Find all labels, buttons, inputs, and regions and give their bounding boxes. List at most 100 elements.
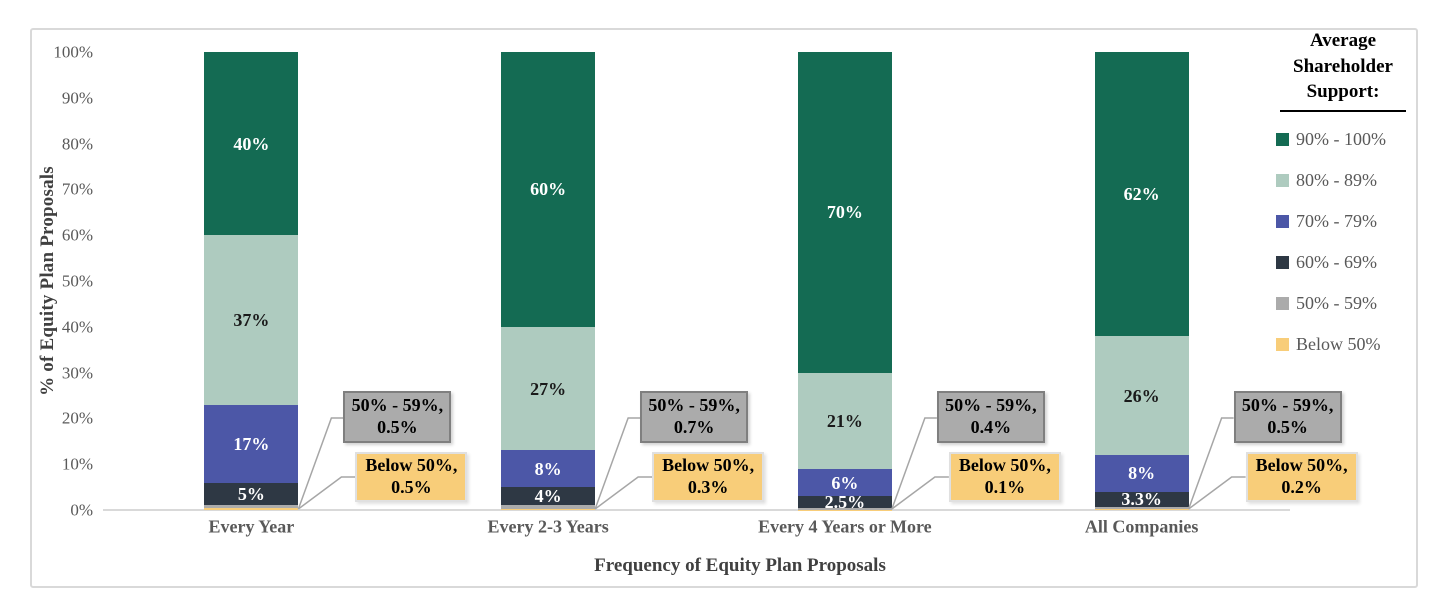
callout-50-59: 50% - 59%, 0.5% (343, 391, 452, 443)
bar-segment-value-label: 4% (534, 486, 562, 507)
y-tick-label: 100% (53, 42, 93, 62)
bar-segment-50-59 (204, 505, 299, 508)
callout-below-50: Below 50%, 0.1% (948, 452, 1061, 502)
bar-segment-80-89 (797, 372, 892, 469)
bar-segment-value-label: 3.3% (1121, 489, 1162, 510)
callout-value-text: 0.1% (984, 477, 1026, 497)
legend-swatch-icon (1276, 337, 1289, 351)
legend-entry-label: 50% - 59% (1296, 292, 1377, 313)
bar-segment-value-label: 27% (530, 378, 567, 399)
bar-segment-80-89 (501, 326, 596, 451)
legend-entry-label: 80% - 89% (1296, 169, 1377, 190)
callout-below-50: Below 50%, 0.5% (355, 452, 468, 502)
bar-segment-below-50 (501, 508, 596, 510)
legend-swatch-icon (1276, 132, 1289, 146)
y-tick-label: 70% (61, 179, 93, 199)
bar-segment-70-79 (204, 404, 299, 483)
bar-segment-value-label: 62% (1123, 183, 1160, 204)
bar-segment-value-label: 40% (233, 133, 270, 154)
bar-segment-below-50 (204, 507, 299, 510)
bar-segment-70-79 (501, 450, 596, 488)
callout-50-59: 50% - 59%, 0.7% (640, 391, 749, 443)
callout-range-text: 50% - 59%, (945, 395, 1037, 416)
bar-segment-60-69 (797, 496, 892, 508)
bar-segment-value-label: 21% (826, 410, 863, 431)
callout-range-text: 50% - 59%, (351, 395, 444, 416)
bar-segment-90-100 (204, 52, 299, 236)
bar-segment-value-label: 8% (1128, 463, 1156, 484)
legend-entry-90-100: 90% - 100% (1276, 119, 1410, 160)
bar-segment-50-59 (797, 507, 892, 510)
legend-entry-label: 60% - 69% (1296, 251, 1377, 272)
bar-segment-value-label: 17% (233, 433, 270, 454)
callout-value-text: 0.7% (673, 417, 715, 437)
y-tick-label: 30% (61, 363, 93, 383)
bar-segment-50-59 (501, 505, 596, 509)
y-tick-label: 20% (61, 408, 93, 428)
callout-value-text: 0.2% (1281, 477, 1322, 497)
bar-segment-90-100 (501, 52, 596, 327)
legend-entry-label: Below 50% (1296, 333, 1381, 354)
bar-segment-value-label: 70% (826, 202, 863, 223)
y-tick-label: 90% (61, 88, 93, 108)
legend-title: Average Shareholder Support: (1293, 30, 1393, 103)
callout-range-text: Below 50%, (365, 455, 458, 476)
bar-segment-value-label: 6% (831, 472, 859, 493)
y-tick-label: 50% (61, 271, 93, 291)
x-axis-title: Frequency of Equity Plan Proposals (594, 555, 886, 576)
category-label: Every Year (208, 516, 295, 537)
callout-range-text: Below 50%, (958, 455, 1051, 476)
bar-segment-50-59 (1094, 506, 1189, 510)
bar-segment-value-label: 5% (237, 483, 265, 504)
bar-segment-value-label: 60% (530, 179, 567, 200)
category-label: Every 2-3 Years (487, 516, 609, 537)
bar-segment-60-69 (501, 487, 596, 506)
bar-segment-70-79 (1094, 455, 1189, 492)
bar-segment-below-50 (1094, 509, 1189, 510)
bar-segment-90-100 (797, 52, 892, 373)
y-tick-label: 0% (70, 500, 93, 520)
legend: Average Shareholder Support: 90% - 100% 8… (1276, 28, 1410, 365)
bar-segment-60-69 (204, 482, 299, 506)
callout-value-text: 0.5% (377, 417, 418, 437)
callout-range-text: 50% - 59%, (1241, 395, 1334, 416)
legend-entry-label: 90% - 100% (1296, 128, 1386, 149)
y-tick-label: 60% (61, 225, 93, 245)
callout-range-text: Below 50%, (662, 455, 755, 476)
legend-entry-below-50: Below 50% (1276, 324, 1410, 365)
bar-segment-value-label: 37% (233, 309, 270, 330)
callout-range-text: 50% - 59%, (648, 395, 740, 416)
legend-entry-60-69: 60% - 69% (1276, 242, 1410, 283)
y-tick-label: 40% (61, 317, 93, 337)
legend-swatch-icon (1276, 214, 1289, 228)
bar-segment-value-label: 8% (534, 458, 562, 479)
bar-segment-value-label: 26% (1123, 385, 1160, 406)
legend-entry-70-79: 70% - 79% (1276, 201, 1410, 242)
callout-range-text: Below 50%, (1255, 455, 1348, 476)
category-label: All Companies (1084, 516, 1199, 537)
callout-value-text: 0.4% (970, 417, 1012, 437)
callout-value-text: 0.5% (1267, 417, 1308, 437)
legend-swatch-icon (1276, 296, 1289, 310)
callout-50-59: 50% - 59%, 0.5% (1233, 391, 1342, 443)
callout-below-50: Below 50%, 0.2% (1245, 452, 1358, 502)
legend-entry-80-89: 80% - 89% (1276, 160, 1410, 201)
legend-entries: 90% - 100% 80% - 89% 70% - 79% 60% - 69% 50%… (1276, 119, 1410, 365)
legend-entry-50-59: 50% - 59% (1276, 283, 1410, 324)
bar-segment-80-89 (1094, 335, 1189, 456)
y-tick-label: 10% (61, 454, 93, 474)
legend-title-underline (1280, 109, 1406, 112)
callout-below-50: Below 50%, 0.3% (652, 452, 765, 502)
callout-value-text: 0.5% (391, 477, 432, 497)
bar-segment-80-89 (204, 235, 299, 405)
bar-segment-value-label: 2.5% (824, 491, 866, 512)
bar-segment-90-100 (1094, 52, 1189, 336)
callout-value-text: 0.3% (687, 477, 729, 497)
callout-50-59: 50% - 59%, 0.4% (936, 391, 1045, 443)
bar-segment-60-69 (1094, 491, 1189, 507)
legend-swatch-icon (1276, 255, 1289, 269)
bar-segment-70-79 (797, 468, 892, 497)
legend-entry-label: 70% - 79% (1296, 210, 1377, 231)
x-axis-line (103, 509, 1290, 511)
